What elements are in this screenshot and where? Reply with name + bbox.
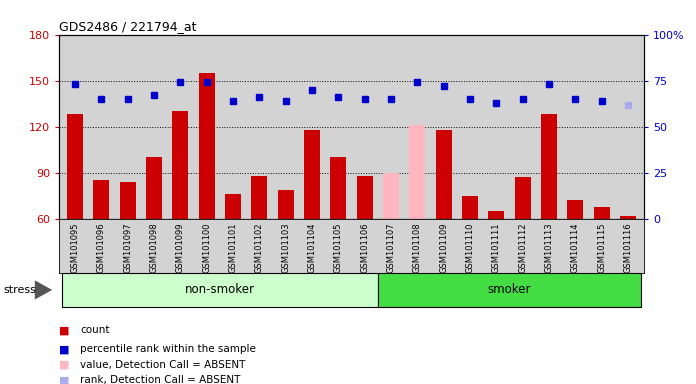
Bar [489, 211, 504, 219]
Text: GSM101116: GSM101116 [624, 223, 633, 273]
Text: GSM101098: GSM101098 [150, 223, 159, 273]
Text: value, Detection Call = ABSENT: value, Detection Call = ABSENT [80, 360, 246, 370]
Bar [278, 190, 294, 219]
Bar [462, 196, 478, 219]
Text: GSM101113: GSM101113 [544, 223, 553, 273]
Text: GSM101101: GSM101101 [228, 223, 237, 273]
Bar [436, 130, 452, 219]
Text: GSM101097: GSM101097 [123, 223, 132, 273]
Bar [331, 157, 346, 219]
Bar [62, 273, 378, 307]
Bar [594, 207, 610, 219]
Bar [304, 130, 320, 219]
Bar [173, 111, 188, 219]
Text: GSM101096: GSM101096 [97, 223, 106, 273]
Polygon shape [35, 280, 52, 300]
Bar [225, 194, 241, 219]
Text: GDS2486 / 221794_at: GDS2486 / 221794_at [59, 20, 197, 33]
Text: GSM101112: GSM101112 [518, 223, 527, 273]
Bar [620, 216, 636, 219]
Text: GSM101115: GSM101115 [597, 223, 606, 273]
Bar [383, 173, 399, 219]
Text: percentile rank within the sample: percentile rank within the sample [80, 344, 256, 354]
Bar [357, 176, 372, 219]
Text: ■: ■ [59, 344, 70, 354]
Text: ■: ■ [59, 375, 70, 384]
Text: ■: ■ [59, 360, 70, 370]
Text: GSM101110: GSM101110 [466, 223, 475, 273]
Bar [515, 177, 530, 219]
Text: rank, Detection Call = ABSENT: rank, Detection Call = ABSENT [80, 375, 240, 384]
Bar [567, 200, 583, 219]
Text: GSM101106: GSM101106 [360, 223, 369, 273]
Text: count: count [80, 325, 109, 335]
Bar [120, 182, 136, 219]
Text: GSM101103: GSM101103 [281, 223, 290, 273]
Text: GSM101111: GSM101111 [492, 223, 501, 273]
Text: GSM101100: GSM101100 [202, 223, 211, 273]
Bar [199, 73, 214, 219]
Text: non-smoker: non-smoker [185, 283, 255, 296]
Text: GSM101109: GSM101109 [439, 223, 448, 273]
Text: GSM101107: GSM101107 [386, 223, 395, 273]
Text: stress: stress [3, 285, 36, 295]
Bar [541, 114, 557, 219]
Bar [93, 180, 109, 219]
Text: ■: ■ [59, 325, 70, 335]
Bar [146, 157, 162, 219]
Bar [378, 273, 641, 307]
Bar [251, 176, 267, 219]
Text: GSM101102: GSM101102 [255, 223, 264, 273]
Text: smoker: smoker [488, 283, 531, 296]
Bar [409, 125, 425, 219]
Bar [67, 114, 83, 219]
Text: GSM101105: GSM101105 [334, 223, 343, 273]
Text: GSM101095: GSM101095 [70, 223, 79, 273]
Text: GSM101104: GSM101104 [308, 223, 317, 273]
Text: GSM101099: GSM101099 [176, 223, 185, 273]
Text: GSM101114: GSM101114 [571, 223, 580, 273]
Text: GSM101108: GSM101108 [413, 223, 422, 273]
